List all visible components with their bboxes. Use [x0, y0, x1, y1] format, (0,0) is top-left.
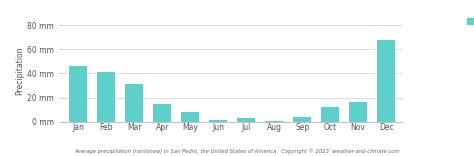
- Bar: [153, 104, 172, 122]
- Legend: Precipitation: Precipitation: [464, 14, 474, 29]
- Bar: [321, 107, 339, 122]
- Bar: [125, 84, 144, 122]
- Bar: [209, 120, 228, 122]
- Bar: [377, 40, 395, 122]
- Bar: [349, 102, 367, 122]
- Y-axis label: Precipitation: Precipitation: [15, 47, 24, 95]
- Bar: [293, 117, 311, 122]
- Bar: [97, 72, 116, 122]
- Bar: [181, 112, 200, 122]
- Bar: [237, 118, 255, 122]
- Text: Average precipitation (rain/snow) in San Pedro, the United States of America   C: Average precipitation (rain/snow) in San…: [74, 149, 400, 154]
- Bar: [69, 66, 88, 122]
- Bar: [265, 121, 283, 122]
